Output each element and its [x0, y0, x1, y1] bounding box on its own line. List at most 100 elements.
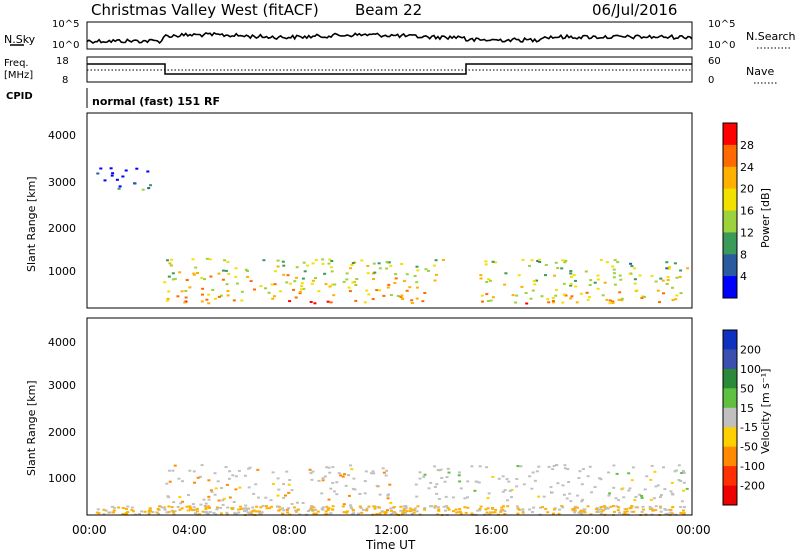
velocity-cell — [599, 512, 603, 515]
velocity-cell — [375, 513, 379, 516]
velocity-cell — [170, 506, 174, 509]
power-cell — [321, 258, 325, 261]
velocity-cell — [580, 483, 584, 486]
power-cell — [226, 290, 230, 292]
power-cell — [656, 289, 660, 292]
velocity-cell — [451, 496, 455, 499]
velocity-cell — [571, 509, 575, 512]
power-cell — [564, 259, 568, 262]
power-cell — [118, 185, 122, 188]
power-cell — [619, 278, 623, 281]
power-cell — [593, 281, 597, 284]
power-cell — [168, 262, 172, 265]
velocity-cell — [466, 496, 469, 499]
velocity-cell — [245, 507, 249, 510]
power-cell — [295, 276, 298, 279]
velocity-cell — [408, 510, 412, 513]
velocity-cell — [563, 464, 567, 467]
power-cell — [167, 290, 171, 293]
velocity-cell — [405, 510, 409, 513]
velocity-cell — [358, 505, 362, 508]
velocity-cell — [612, 486, 616, 489]
velocity-cell — [581, 498, 585, 501]
velocity-cell — [552, 512, 555, 515]
power-cell — [628, 273, 632, 275]
power-cell — [421, 300, 425, 303]
velocity-cell — [664, 513, 668, 516]
velocity-cell — [296, 508, 300, 511]
velocity-cell — [436, 469, 440, 471]
power-cell — [601, 294, 605, 297]
power-cell — [517, 274, 521, 277]
velocity-cell — [415, 510, 419, 513]
power-cell — [149, 184, 152, 187]
velocity-cell — [638, 493, 642, 496]
velocity-cell — [251, 506, 255, 509]
velocity-cell — [306, 510, 310, 513]
power-cell — [133, 182, 136, 185]
velocity-cell — [126, 511, 130, 514]
velocity-cell — [255, 510, 259, 513]
velocity-cell — [571, 508, 575, 511]
velocity-cell — [320, 492, 324, 495]
power-cell — [546, 298, 550, 301]
velocity-cell — [288, 479, 292, 481]
velocity-cell — [167, 505, 171, 508]
velocity-cell — [282, 483, 286, 486]
power-cell — [96, 172, 100, 175]
power-cell — [596, 274, 600, 277]
power-cell — [484, 263, 488, 266]
velocity-cell — [324, 510, 328, 513]
velocity-cell — [284, 494, 287, 497]
power-cell — [303, 270, 307, 273]
velocity-cell — [386, 509, 389, 512]
power-cell — [213, 297, 217, 300]
power-cell — [288, 282, 292, 285]
velocity-cell — [517, 508, 521, 511]
power-cell — [372, 262, 376, 265]
power-cell — [180, 290, 184, 293]
power-cell — [575, 301, 579, 304]
velocity-cell — [433, 505, 437, 508]
power-cell — [288, 300, 292, 303]
velocity-cell — [310, 509, 314, 511]
velocity-cell — [679, 506, 683, 508]
power-cell — [405, 273, 409, 276]
power-cell — [221, 278, 225, 281]
velocity-cell — [165, 482, 169, 485]
velocity-cell — [681, 470, 685, 472]
power-cell — [613, 283, 617, 286]
velocity-cell — [651, 509, 655, 512]
power-cell — [524, 292, 528, 294]
power-cell — [561, 301, 565, 304]
velocity-cell — [423, 473, 427, 476]
velocity-colorbar-swatch — [723, 485, 737, 506]
velocity-ytick-4000: 4000 — [48, 336, 76, 349]
velocity-cell — [399, 505, 403, 508]
power-cell — [618, 274, 622, 277]
power-cell — [415, 265, 419, 268]
xtick-1600: 16:00 — [474, 523, 509, 537]
power-cell — [415, 286, 419, 289]
velocity-cell — [173, 464, 177, 467]
power-cell — [666, 276, 670, 279]
power-cell — [479, 277, 483, 280]
velocity-cell — [208, 510, 212, 513]
power-cell — [551, 297, 555, 299]
velocity-cell — [641, 505, 645, 508]
velocity-cell — [402, 505, 406, 508]
xtick-0400: 04:00 — [172, 523, 207, 537]
velocity-cell — [310, 505, 314, 507]
velocity-cell — [391, 511, 395, 514]
velocity-cell — [458, 480, 462, 483]
power-cell — [658, 301, 661, 304]
velocity-scatter-group — [95, 464, 689, 517]
velocity-cell — [565, 497, 569, 500]
power-cell — [638, 274, 642, 277]
velocity-cell — [365, 509, 369, 512]
power-cell — [330, 270, 334, 273]
velocity-cell — [363, 480, 367, 483]
power-cell — [330, 260, 334, 262]
freq-tick-top: 18 — [56, 56, 69, 67]
power-cell — [310, 282, 314, 285]
